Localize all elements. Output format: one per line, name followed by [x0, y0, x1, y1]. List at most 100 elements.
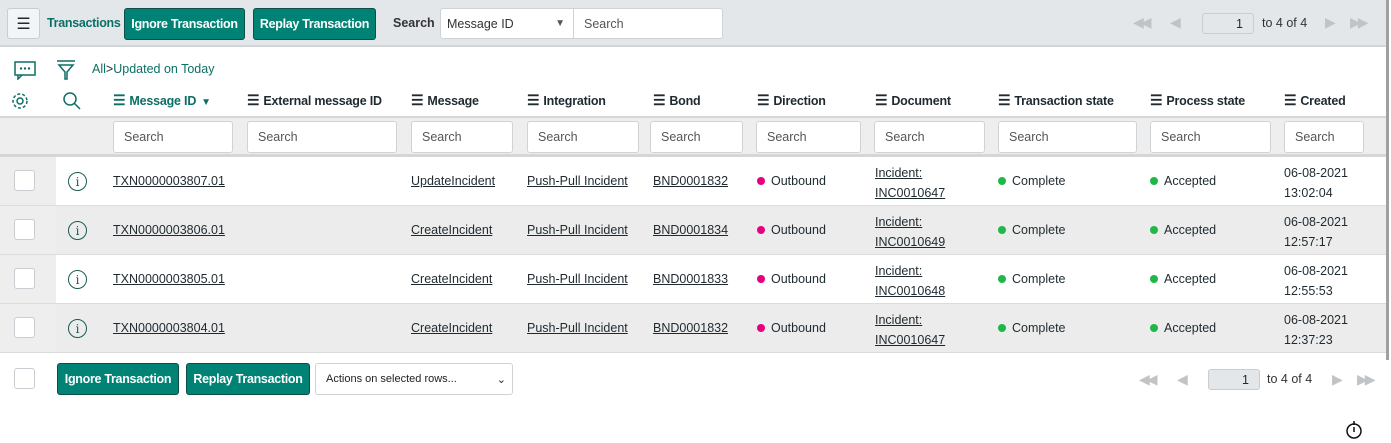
- footer-next-page-icon[interactable]: ▶: [1332, 371, 1343, 387]
- message-id-link[interactable]: TXN0000003807.01: [113, 174, 225, 188]
- column-filter-input[interactable]: Search: [527, 121, 639, 153]
- message-link[interactable]: CreateIncident: [411, 321, 493, 335]
- footer-last-page-icon[interactable]: ▶▶: [1357, 371, 1375, 387]
- column-menu-icon[interactable]: ☰: [1150, 92, 1163, 108]
- message-link[interactable]: UpdateIncident: [411, 174, 496, 188]
- column-menu-icon[interactable]: ☰: [247, 92, 260, 108]
- column-filter-input[interactable]: Search: [874, 121, 985, 153]
- document-link[interactable]: Incident: INC0010648: [875, 261, 945, 301]
- column-header-direction[interactable]: ☰ Direction: [757, 92, 826, 109]
- replay-transaction-button[interactable]: Replay Transaction: [253, 8, 376, 40]
- info-icon[interactable]: i: [68, 319, 87, 338]
- process-state-label: Accepted: [1164, 174, 1217, 188]
- search-label: Search: [393, 16, 435, 30]
- search-field-select[interactable]: Message ID ▼: [440, 8, 574, 39]
- message-link[interactable]: CreateIncident: [411, 272, 493, 286]
- stopwatch-icon[interactable]: [1344, 420, 1364, 443]
- row-checkbox[interactable]: [14, 268, 35, 289]
- column-filter-input[interactable]: Search: [998, 121, 1137, 153]
- integration-link[interactable]: Push-Pull Incident: [527, 321, 628, 335]
- info-icon[interactable]: i: [68, 221, 87, 240]
- breadcrumb-filter[interactable]: Updated on Today: [113, 62, 215, 76]
- document-link[interactable]: Incident: INC0010649: [875, 212, 945, 252]
- footer-first-page-icon[interactable]: ◀◀: [1139, 371, 1157, 387]
- document-number[interactable]: INC0010647: [875, 333, 946, 347]
- footer-page-number-input[interactable]: 1: [1208, 369, 1260, 390]
- footer-replay-transaction-button[interactable]: Replay Transaction: [186, 363, 310, 395]
- vertical-scrollbar[interactable]: [1386, 0, 1389, 360]
- column-header-label: Direction: [773, 94, 826, 108]
- bond-link[interactable]: BND0001833: [653, 272, 729, 286]
- search-icon[interactable]: [62, 91, 82, 114]
- document-link[interactable]: Incident: INC0010647: [875, 163, 945, 203]
- column-filter-input[interactable]: Search: [756, 121, 861, 153]
- row-checkbox[interactable]: [14, 170, 35, 191]
- message-link[interactable]: CreateIncident: [411, 223, 493, 237]
- column-menu-icon[interactable]: ☰: [875, 92, 888, 108]
- message-id-link[interactable]: TXN0000003806.01: [113, 223, 225, 237]
- column-filter-input[interactable]: Search: [1284, 121, 1364, 153]
- column-header-message-id[interactable]: ☰ Message ID ▼: [113, 92, 211, 109]
- column-header-message[interactable]: ☰ Message: [411, 92, 479, 109]
- breadcrumb-all[interactable]: All: [92, 62, 106, 76]
- sort-desc-icon[interactable]: ▼: [201, 97, 211, 108]
- hamburger-menu-button[interactable]: ☰: [7, 8, 40, 39]
- activity-stream-icon[interactable]: [14, 60, 36, 83]
- direction-label: Outbound: [771, 321, 826, 335]
- column-header-integration[interactable]: ☰ Integration: [527, 92, 606, 109]
- column-menu-icon[interactable]: ☰: [998, 92, 1011, 108]
- bond-link[interactable]: BND0001832: [653, 174, 729, 188]
- document-number[interactable]: INC0010649: [875, 235, 946, 249]
- document-type[interactable]: Incident:: [875, 313, 923, 327]
- footer-previous-page-icon[interactable]: ◀: [1177, 371, 1188, 387]
- column-filter-input[interactable]: Search: [411, 121, 513, 153]
- column-filter-input[interactable]: Search: [113, 121, 233, 153]
- message-id-link[interactable]: TXN0000003805.01: [113, 272, 225, 286]
- actions-select[interactable]: Actions on selected rows... ⌄: [315, 363, 513, 395]
- search-input[interactable]: Search: [573, 8, 723, 39]
- message-id-link[interactable]: TXN0000003804.01: [113, 321, 225, 335]
- column-header-transaction-state[interactable]: ☰ Transaction state: [998, 92, 1114, 109]
- last-page-icon[interactable]: ▶▶: [1350, 14, 1368, 30]
- document-number[interactable]: INC0010648: [875, 284, 946, 298]
- column-filter-input[interactable]: Search: [247, 121, 397, 153]
- first-page-icon[interactable]: ◀◀: [1133, 14, 1151, 30]
- select-all-checkbox[interactable]: [14, 368, 35, 389]
- page-number-input[interactable]: 1: [1202, 13, 1254, 34]
- previous-page-icon[interactable]: ◀: [1170, 14, 1181, 30]
- column-menu-icon[interactable]: ☰: [653, 92, 666, 108]
- status-dot-icon: [757, 226, 765, 234]
- column-header-created[interactable]: ☰ Created: [1284, 92, 1346, 109]
- row-checkbox[interactable]: [14, 219, 35, 240]
- column-filter-input[interactable]: Search: [650, 121, 743, 153]
- column-menu-icon[interactable]: ☰: [1284, 92, 1297, 108]
- column-header-bond[interactable]: ☰ Bond: [653, 92, 701, 109]
- document-type[interactable]: Incident:: [875, 215, 923, 229]
- row-checkbox[interactable]: [14, 317, 35, 338]
- column-header-document[interactable]: ☰ Document: [875, 92, 951, 109]
- gear-icon[interactable]: [10, 91, 30, 114]
- filter-icon[interactable]: [56, 59, 76, 84]
- column-menu-icon[interactable]: ☰: [113, 92, 126, 108]
- document-type[interactable]: Incident:: [875, 264, 923, 278]
- bond-link[interactable]: BND0001832: [653, 321, 729, 335]
- document-number[interactable]: INC0010647: [875, 186, 946, 200]
- integration-link[interactable]: Push-Pull Incident: [527, 223, 628, 237]
- column-filter-input[interactable]: Search: [1150, 121, 1271, 153]
- column-header-process-state[interactable]: ☰ Process state: [1150, 92, 1245, 109]
- column-menu-icon[interactable]: ☰: [757, 92, 770, 108]
- document-type[interactable]: Incident:: [875, 166, 923, 180]
- footer-ignore-transaction-button[interactable]: Ignore Transaction: [57, 363, 179, 395]
- column-menu-icon[interactable]: ☰: [411, 92, 424, 108]
- column-header-external-message-id[interactable]: ☰ External message ID: [247, 92, 382, 109]
- next-page-icon[interactable]: ▶: [1325, 14, 1336, 30]
- integration-link[interactable]: Push-Pull Incident: [527, 174, 628, 188]
- ignore-transaction-button[interactable]: Ignore Transaction: [124, 8, 245, 40]
- column-menu-icon[interactable]: ☰: [527, 92, 540, 108]
- info-icon[interactable]: i: [68, 172, 87, 191]
- bond-link[interactable]: BND0001834: [653, 223, 729, 237]
- integration-link[interactable]: Push-Pull Incident: [527, 272, 628, 286]
- document-link[interactable]: Incident: INC0010647: [875, 310, 945, 350]
- direction-label: Outbound: [771, 272, 826, 286]
- info-icon[interactable]: i: [68, 270, 87, 289]
